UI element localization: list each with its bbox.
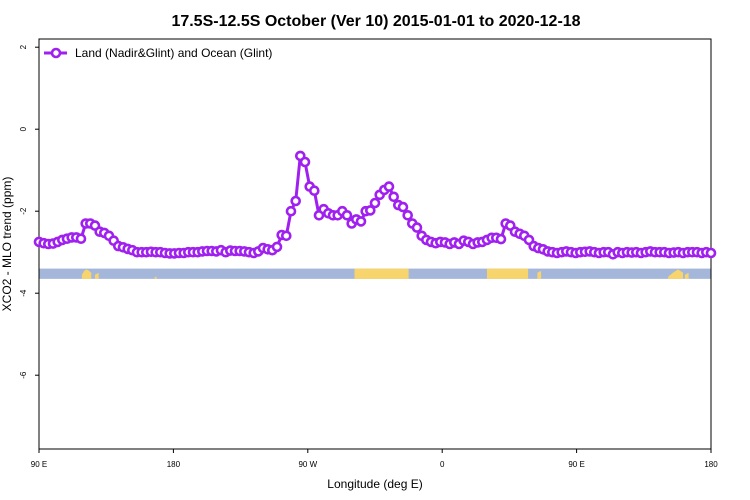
data-point bbox=[705, 247, 717, 259]
data-point bbox=[75, 233, 87, 244]
legend: Land (Nadir&Glint) and Ocean (Glint) bbox=[44, 46, 272, 60]
data-point bbox=[495, 233, 507, 245]
x-axis-title: Longitude (deg E) bbox=[327, 477, 422, 491]
y-tick-label: -6 bbox=[19, 371, 28, 379]
data-point bbox=[369, 197, 381, 209]
y-tick-label: -4 bbox=[19, 289, 28, 297]
land-segment bbox=[354, 268, 409, 279]
y-tick-label: 2 bbox=[19, 44, 28, 49]
land-segment bbox=[684, 272, 689, 279]
surface-strip bbox=[39, 268, 711, 279]
data-point bbox=[402, 210, 414, 221]
legend-label: Land (Nadir&Glint) and Ocean (Glint) bbox=[75, 46, 272, 60]
x-axis: 90 E 180 90 W 0 90 E 180 bbox=[31, 449, 718, 469]
land-segment bbox=[668, 269, 683, 279]
data-point bbox=[364, 205, 376, 216]
land-segment bbox=[487, 268, 529, 279]
series-group bbox=[33, 150, 717, 260]
land-segment bbox=[81, 269, 92, 279]
data-point bbox=[271, 241, 283, 253]
data-point bbox=[411, 222, 423, 233]
data-point bbox=[285, 205, 297, 217]
y-tick-label: -2 bbox=[19, 207, 28, 215]
data-point bbox=[299, 156, 311, 168]
data-point bbox=[280, 230, 292, 242]
chart-title: 17.5S-12.5S October (Ver 10) 2015-01-01 … bbox=[171, 13, 580, 30]
land-segment bbox=[537, 270, 542, 279]
data-point bbox=[397, 201, 409, 213]
x-tick-label: 180 bbox=[167, 460, 181, 469]
plot-frame bbox=[38, 38, 712, 450]
y-axis: 2 0 -2 -4 -6 bbox=[19, 44, 39, 379]
data-point bbox=[290, 195, 302, 207]
land-segment bbox=[95, 272, 99, 279]
data-point bbox=[383, 181, 395, 192]
land-segment bbox=[154, 276, 157, 279]
x-tick-label: 90 E bbox=[31, 460, 47, 469]
y-tick-label: 0 bbox=[19, 126, 28, 131]
x-tick-label: 90 E bbox=[568, 460, 584, 469]
x-tick-label: 180 bbox=[704, 460, 718, 469]
x-tick-label: 90 W bbox=[298, 460, 317, 469]
x-tick-label: 0 bbox=[440, 460, 445, 469]
data-point bbox=[388, 191, 400, 203]
plot-area bbox=[33, 38, 717, 450]
legend-marker bbox=[50, 47, 62, 59]
data-point bbox=[355, 216, 367, 227]
y-axis-title: XCO2 - MLO trend (ppm) bbox=[0, 177, 14, 312]
data-point bbox=[308, 185, 320, 196]
data-point bbox=[341, 210, 353, 221]
